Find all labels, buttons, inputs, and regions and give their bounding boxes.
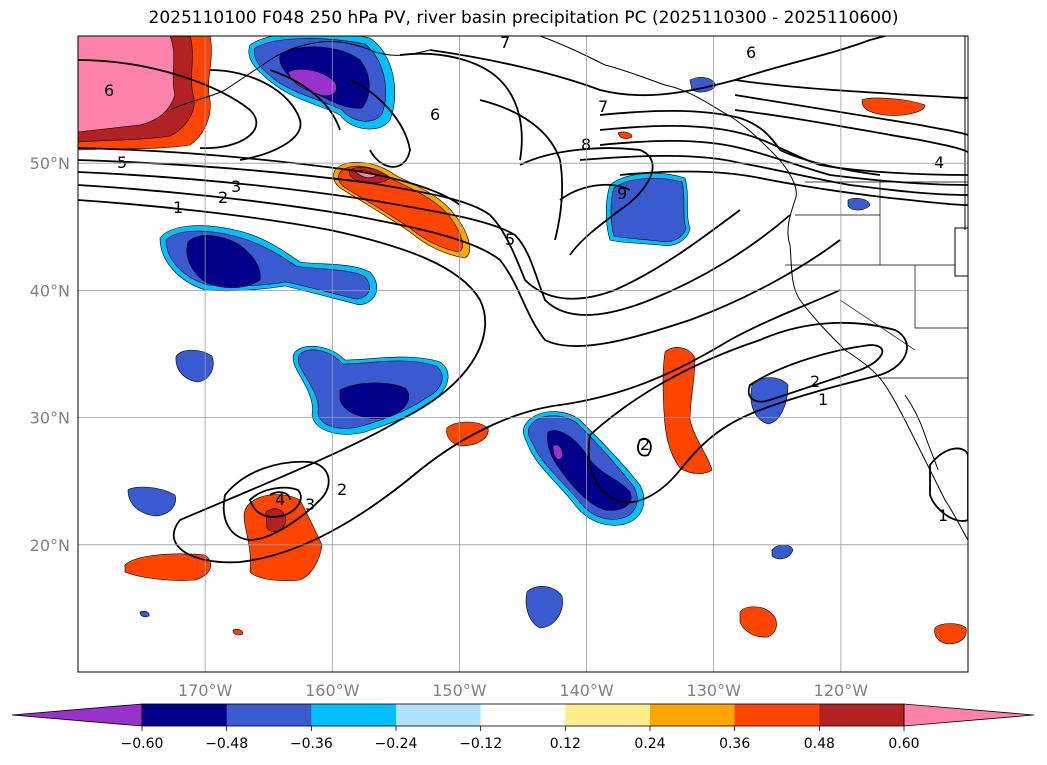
colorbar-tick-label: 0.36 xyxy=(719,736,750,752)
contour-label: 4 xyxy=(934,153,944,172)
colorbar-tick-label: 0.60 xyxy=(888,736,919,752)
contour-label: 3 xyxy=(231,177,241,196)
colorbar-tick-label: 0.12 xyxy=(550,736,581,752)
longitude-tick-labels: 170°W 160°W 150°W 140°W 130°W 120°W xyxy=(178,681,868,700)
contour-label: 1 xyxy=(173,198,183,217)
map-frame xyxy=(77,35,969,673)
colorbar-segment xyxy=(565,704,651,726)
contour-label: 9 xyxy=(617,184,627,203)
contour-label: 6 xyxy=(746,43,756,62)
colorbar-over-extend xyxy=(903,703,1035,727)
latitude-tick-labels: 20°N 30°N 40°N 50°N xyxy=(30,154,70,555)
colorbar-segment xyxy=(480,704,566,726)
colorbar-segment xyxy=(226,704,312,726)
lon-tick-label: 130°W xyxy=(687,681,742,700)
contour-label: 7 xyxy=(598,97,608,116)
colorbar-segment xyxy=(142,704,228,726)
contour-label: 1 xyxy=(938,506,948,525)
colorbar-tick-label: −0.60 xyxy=(121,736,164,752)
colorbar-segment xyxy=(311,704,397,726)
lat-tick-label: 20°N xyxy=(30,536,70,555)
contour-label: 1 xyxy=(818,390,828,409)
plot-title: 2025110100 F048 250 hPa PV, river basin … xyxy=(148,8,899,28)
contour-label: 5 xyxy=(117,153,127,172)
contour-label: 4 xyxy=(275,490,285,509)
contour-label: 5 xyxy=(505,230,515,249)
contour-label: 3 xyxy=(305,495,315,514)
contour-label: 2 xyxy=(640,435,650,454)
contour-label: 2 xyxy=(218,188,228,207)
lon-tick-label: 150°W xyxy=(432,681,487,700)
colorbar-tick-label: −0.48 xyxy=(205,736,248,752)
pv-contours xyxy=(78,36,968,564)
colorbar-segment xyxy=(396,704,482,726)
contour-label: 2 xyxy=(810,372,820,391)
contour-label: 2 xyxy=(337,480,347,499)
colorbar-tick-label: 0.48 xyxy=(804,736,835,752)
colorbar-tick-label: −0.36 xyxy=(290,736,333,752)
contour-label: 8 xyxy=(581,135,591,154)
contour-label: 6 xyxy=(104,81,114,100)
map-area xyxy=(78,36,968,672)
colorbar-tick-label: 0.24 xyxy=(634,736,665,752)
lon-tick-label: 140°W xyxy=(559,681,614,700)
contour-label: 7 xyxy=(500,33,510,52)
colorbar-tick-label: −0.12 xyxy=(459,736,502,752)
lat-tick-label: 40°N xyxy=(30,281,70,300)
lon-tick-label: 160°W xyxy=(305,681,360,700)
colorbar: −0.60 −0.48 −0.36 −0.24 −0.12 0.12 0.24 0.36 0.4… xyxy=(11,703,1035,752)
colorbar-segment xyxy=(819,704,905,726)
contour-labels: 6 5 3 2 1 6 7 7 6 8 9 5 4 2 1 4 3 2 2 1 xyxy=(104,33,948,525)
lat-tick-label: 50°N xyxy=(30,154,70,173)
colorbar-tick-label: −0.24 xyxy=(375,736,418,752)
lon-tick-label: 120°W xyxy=(814,681,869,700)
contour-label: 6 xyxy=(430,105,440,124)
colorbar-outline xyxy=(141,703,905,727)
lat-tick-label: 30°N xyxy=(30,409,70,428)
colorbar-under-extend xyxy=(11,703,143,727)
colorbar-segment xyxy=(734,704,820,726)
colorbar-segment xyxy=(650,704,736,726)
gridlines xyxy=(78,36,968,672)
lon-tick-label: 170°W xyxy=(178,681,233,700)
